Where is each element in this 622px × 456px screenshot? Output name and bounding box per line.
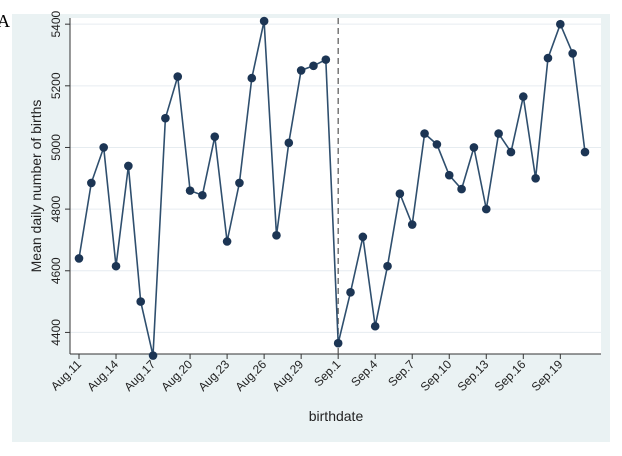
y-tick-label: 5400 [49,10,63,37]
data-point [309,61,318,71]
data-point [506,147,516,157]
y-tick-label: 4400 [49,319,63,346]
data-point [210,132,220,141]
plot-area [70,18,601,354]
data-point [518,92,528,101]
y-tick-label: 5200 [49,72,63,99]
data-point [235,178,244,188]
data-point [173,72,183,81]
series-points [74,16,590,360]
data-point [74,254,84,263]
data-point [370,321,380,331]
data-point [383,261,392,271]
data-point [346,288,355,297]
data-point [161,113,170,123]
y-tick-label: 4800 [49,195,63,222]
y-tick-label: 5000 [49,134,63,161]
data-point [111,261,121,271]
data-point [469,143,479,152]
data-point [321,55,331,64]
data-point [185,186,195,195]
data-point [444,170,454,180]
data-point [407,220,417,229]
data-point [432,140,442,149]
data-point [296,66,306,75]
data-point [87,178,96,188]
data-point [494,129,503,138]
data-point [531,173,540,183]
data-point [148,351,158,360]
y-axis-title: Mean daily number of births [28,100,44,273]
data-point [247,73,257,83]
data-point [358,232,368,242]
data-point [124,161,133,171]
data-point [284,138,294,148]
data-point [333,338,343,348]
data-point [99,143,108,152]
y-axis: 4400 4600 4800 5000 5200 5400 [49,10,71,354]
data-point [259,16,269,26]
data-point [580,147,590,157]
data-point [420,129,429,138]
data-point [457,184,466,194]
x-axis-title: birthdate [309,408,364,424]
data-point [222,237,232,246]
data-point [272,231,281,240]
y-tick-label: 4600 [49,257,63,284]
data-point [543,53,553,63]
panel-letter: A [0,11,10,31]
data-point [198,190,207,200]
data-point [568,49,577,58]
data-point [556,19,565,29]
data-point [136,297,146,306]
data-point [395,189,405,199]
data-point [481,204,491,214]
